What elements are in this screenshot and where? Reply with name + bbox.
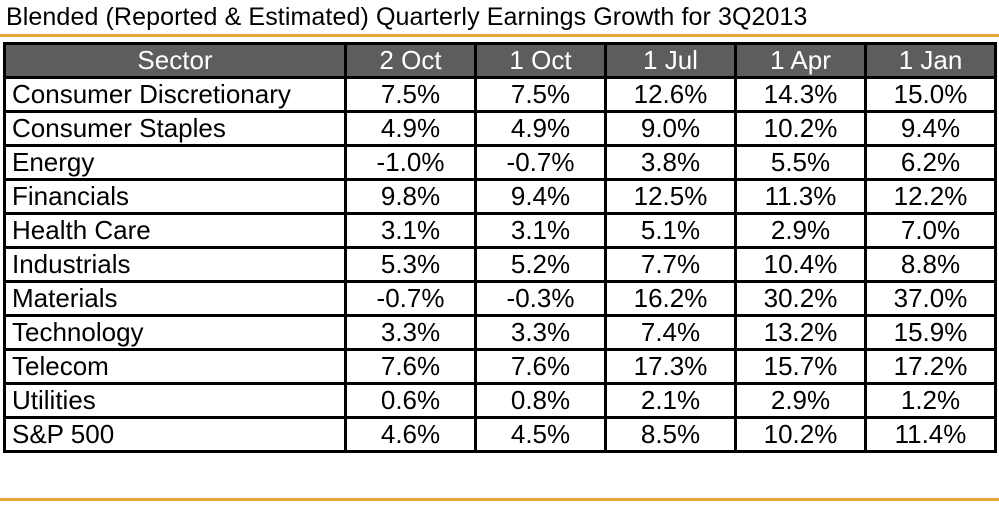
growth-value-cell: 7.4% (604, 314, 737, 351)
table-row: S&P 500 4.6% 4.5% 8.5% 10.2% 11.4% (3, 416, 997, 453)
growth-value-cell: 12.5% (604, 178, 737, 215)
growth-value-cell: 16.2% (604, 280, 737, 317)
column-header-2-oct: 2 Oct (344, 42, 477, 79)
growth-value-cell: 0.6% (344, 382, 477, 419)
column-header-1-apr: 1 Apr (734, 42, 867, 79)
column-header-1-jul: 1 Jul (604, 42, 737, 79)
sector-cell: Financials (3, 178, 347, 215)
growth-value-cell: 5.3% (344, 246, 477, 283)
growth-value-cell: 7.5% (474, 76, 607, 113)
growth-value-cell: 9.4% (864, 110, 997, 147)
sector-cell: Telecom (3, 348, 347, 385)
growth-value-cell: 10.2% (734, 110, 867, 147)
growth-value-cell: 3.3% (344, 314, 477, 351)
table-row: Technology 3.3% 3.3% 7.4% 13.2% 15.9% (3, 314, 997, 351)
growth-value-cell: 14.3% (734, 76, 867, 113)
growth-value-cell: 2.9% (734, 382, 867, 419)
growth-value-cell: 0.8% (474, 382, 607, 419)
table-row: Utilities 0.6% 0.8% 2.1% 2.9% 1.2% (3, 382, 997, 419)
growth-value-cell: 11.4% (864, 416, 997, 453)
table-row: Telecom 7.6% 7.6% 17.3% 15.7% 17.2% (3, 348, 997, 385)
table-row: Consumer Staples 4.9% 4.9% 9.0% 10.2% 9.4% (3, 110, 997, 147)
growth-value-cell: 9.0% (604, 110, 737, 147)
table-row: Financials 9.8% 9.4% 12.5% 11.3% 12.2% (3, 178, 997, 215)
growth-value-cell: 15.0% (864, 76, 997, 113)
growth-value-cell: 7.5% (344, 76, 477, 113)
growth-value-cell: 7.6% (474, 348, 607, 385)
growth-value-cell: 7.7% (604, 246, 737, 283)
growth-value-cell: 4.5% (474, 416, 607, 453)
growth-value-cell: 4.9% (474, 110, 607, 147)
growth-value-cell: 5.1% (604, 212, 737, 249)
growth-value-cell: -0.3% (474, 280, 607, 317)
sector-cell: Materials (3, 280, 347, 317)
growth-value-cell: 7.0% (864, 212, 997, 249)
table-row: Materials -0.7% -0.3% 16.2% 30.2% 37.0% (3, 280, 997, 317)
top-divider (0, 34, 999, 37)
growth-value-cell: 4.6% (344, 416, 477, 453)
growth-value-cell: 17.3% (604, 348, 737, 385)
growth-value-cell: 12.6% (604, 76, 737, 113)
growth-value-cell: 10.4% (734, 246, 867, 283)
bottom-divider (0, 498, 999, 501)
growth-value-cell: 13.2% (734, 314, 867, 351)
growth-value-cell: 12.2% (864, 178, 997, 215)
growth-value-cell: 9.8% (344, 178, 477, 215)
table-row: Energy -1.0% -0.7% 3.8% 5.5% 6.2% (3, 144, 997, 181)
growth-value-cell: 3.1% (474, 212, 607, 249)
growth-value-cell: 10.2% (734, 416, 867, 453)
sector-cell: Consumer Staples (3, 110, 347, 147)
growth-value-cell: 37.0% (864, 280, 997, 317)
growth-value-cell: -0.7% (344, 280, 477, 317)
growth-value-cell: -1.0% (344, 144, 477, 181)
table-row: Industrials 5.3% 5.2% 7.7% 10.4% 8.8% (3, 246, 997, 283)
growth-value-cell: 2.9% (734, 212, 867, 249)
table-row: Consumer Discretionary 7.5% 7.5% 12.6% 14.3%… (3, 76, 997, 113)
earnings-growth-table: Sector 2 Oct 1 Oct 1 Jul 1 Apr 1 Jan Con… (3, 42, 997, 453)
growth-value-cell: 3.8% (604, 144, 737, 181)
growth-value-cell: 15.7% (734, 348, 867, 385)
sector-cell: Utilities (3, 382, 347, 419)
column-header-1-jan: 1 Jan (864, 42, 997, 79)
table-header-row: Sector 2 Oct 1 Oct 1 Jul 1 Apr 1 Jan (3, 42, 997, 79)
column-header-1-oct: 1 Oct (474, 42, 607, 79)
growth-value-cell: 4.9% (344, 110, 477, 147)
sector-cell: Health Care (3, 212, 347, 249)
page-title: Blended (Reported & Estimated) Quarterly… (6, 3, 808, 31)
column-header-sector: Sector (3, 42, 347, 79)
growth-value-cell: 3.3% (474, 314, 607, 351)
sector-cell: Energy (3, 144, 347, 181)
growth-value-cell: 1.2% (864, 382, 997, 419)
sector-cell: Technology (3, 314, 347, 351)
growth-value-cell: 6.2% (864, 144, 997, 181)
growth-value-cell: 7.6% (344, 348, 477, 385)
growth-value-cell: 5.5% (734, 144, 867, 181)
growth-value-cell: 30.2% (734, 280, 867, 317)
growth-value-cell: 8.5% (604, 416, 737, 453)
sector-cell: Industrials (3, 246, 347, 283)
growth-value-cell: -0.7% (474, 144, 607, 181)
growth-value-cell: 15.9% (864, 314, 997, 351)
growth-value-cell: 2.1% (604, 382, 737, 419)
growth-value-cell: 9.4% (474, 178, 607, 215)
growth-value-cell: 17.2% (864, 348, 997, 385)
sector-cell: S&P 500 (3, 416, 347, 453)
growth-value-cell: 3.1% (344, 212, 477, 249)
table-row: Health Care 3.1% 3.1% 5.1% 2.9% 7.0% (3, 212, 997, 249)
growth-value-cell: 5.2% (474, 246, 607, 283)
growth-value-cell: 8.8% (864, 246, 997, 283)
sector-cell: Consumer Discretionary (3, 76, 347, 113)
growth-value-cell: 11.3% (734, 178, 867, 215)
